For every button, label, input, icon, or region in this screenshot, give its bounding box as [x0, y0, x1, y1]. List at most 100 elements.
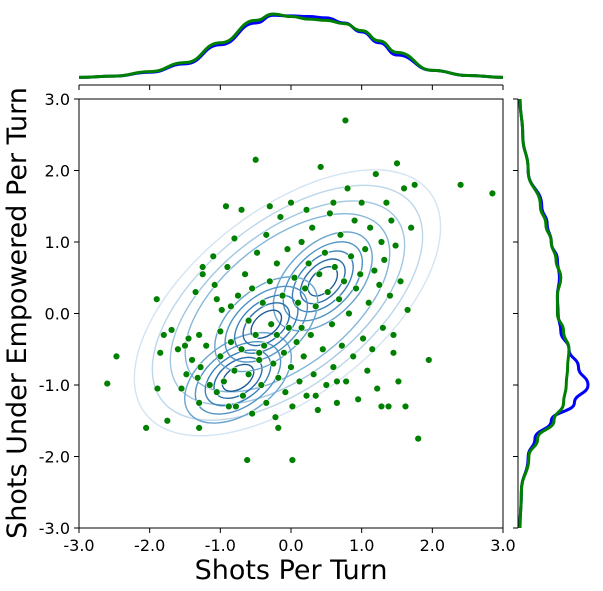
scatter-points [103, 116, 497, 464]
scatter-point [213, 295, 221, 303]
scatter-point [194, 374, 202, 382]
scatter-point [153, 384, 162, 393]
scatter-point [153, 295, 161, 303]
scatter-point [370, 266, 379, 275]
y-tick-label: 1.0 [45, 233, 70, 252]
scatter-point [156, 349, 164, 357]
scatter-point [198, 263, 207, 271]
scatter-point [196, 363, 205, 371]
scatter-point [389, 349, 398, 357]
x-axis-title: Shots Per Turn [195, 555, 388, 586]
scatter-point [188, 356, 196, 364]
y-tick-label: -3.0 [39, 519, 70, 538]
scatter-point [321, 249, 329, 257]
scatter-point [280, 349, 288, 357]
scatter-point [241, 270, 249, 278]
scatter-point [167, 326, 176, 334]
scatter-point [302, 392, 311, 400]
scatter-point [329, 363, 338, 371]
y-tick-label: -1.0 [39, 376, 70, 395]
scatter-point [269, 359, 278, 368]
scatter-point [488, 189, 497, 198]
scatter-point [333, 377, 341, 386]
scatter-point [387, 216, 396, 225]
y-tick-label: 3.0 [45, 90, 70, 109]
scatter-point [266, 202, 274, 210]
scatter-point [260, 341, 268, 350]
scatter-point [227, 302, 235, 311]
scatter-point [216, 327, 225, 336]
density-contour [184, 213, 391, 393]
scatter-point [347, 252, 355, 260]
scatter-point [271, 413, 280, 421]
scatter-point [251, 331, 260, 339]
scatter-point [195, 331, 203, 339]
scatter-point [244, 316, 253, 325]
scatter-point [314, 406, 322, 414]
scatter-point [349, 352, 357, 361]
y-tick-label: 2.0 [45, 162, 70, 181]
scatter-point [273, 331, 281, 339]
scatter-point [386, 291, 394, 300]
scatter-point [239, 392, 247, 400]
scatter-point [259, 299, 267, 307]
scatter-point [319, 345, 327, 353]
scatter-point [345, 309, 353, 318]
scatter-point [333, 399, 341, 407]
scatter-point [278, 291, 287, 300]
scatter-point [384, 402, 393, 411]
scatter-point [396, 277, 405, 286]
scatter-point [331, 263, 339, 271]
scatter-point [328, 320, 336, 328]
scatter-point [267, 320, 275, 328]
scatter-point [302, 206, 311, 214]
scatter-point [182, 370, 191, 378]
density-contour [299, 258, 346, 305]
scatter-point [301, 284, 309, 293]
top-marginal-panel [78, 12, 504, 90]
scatter-point [209, 252, 217, 260]
main-plot-panel: -3.0 -2.0 -1.0 0.0 1.0 2.0 3.0 -3.0 -2.0 -1.0 0.0… [39, 90, 516, 555]
scatter-point [281, 388, 290, 396]
scatter-point [234, 291, 242, 300]
x-tick-label: 0.0 [278, 536, 303, 555]
scatter-point [366, 224, 374, 232]
scatter-point [329, 198, 338, 207]
scatter-point [253, 249, 261, 257]
scatter-point [343, 184, 352, 193]
scatter-point [315, 270, 323, 278]
scatter-point [294, 299, 302, 307]
scatter-point [307, 331, 315, 339]
scatter-point [297, 238, 306, 246]
scatter-point [243, 456, 251, 464]
scatter-point [300, 352, 308, 361]
scatter-point [174, 345, 182, 353]
scatter-point [377, 402, 386, 411]
scatter-point [316, 163, 325, 171]
scatter-point [414, 434, 422, 443]
right-marginal-panel [513, 98, 590, 529]
scatter-point [288, 456, 297, 464]
scatter-point [220, 377, 228, 386]
scatter-point [213, 388, 221, 396]
scatter-point [312, 302, 320, 311]
scatter-point [336, 231, 345, 239]
scatter-point [389, 331, 398, 339]
scatter-point [274, 374, 282, 382]
scatter-point [244, 370, 253, 378]
scatter-point [184, 334, 193, 343]
y-tick-label: 0.0 [45, 305, 70, 324]
scatter-point [308, 224, 316, 232]
scatter-point [365, 299, 373, 307]
scatter-point [198, 270, 207, 278]
scatter-point [202, 341, 210, 350]
scatter-point [248, 409, 256, 418]
scatter-point [283, 245, 292, 253]
scatter-point [237, 345, 246, 353]
density-contour [214, 276, 319, 373]
scatter-point [177, 384, 186, 393]
scatter-point [276, 213, 285, 221]
scatter-point [288, 402, 297, 411]
scatter-point [262, 231, 270, 239]
